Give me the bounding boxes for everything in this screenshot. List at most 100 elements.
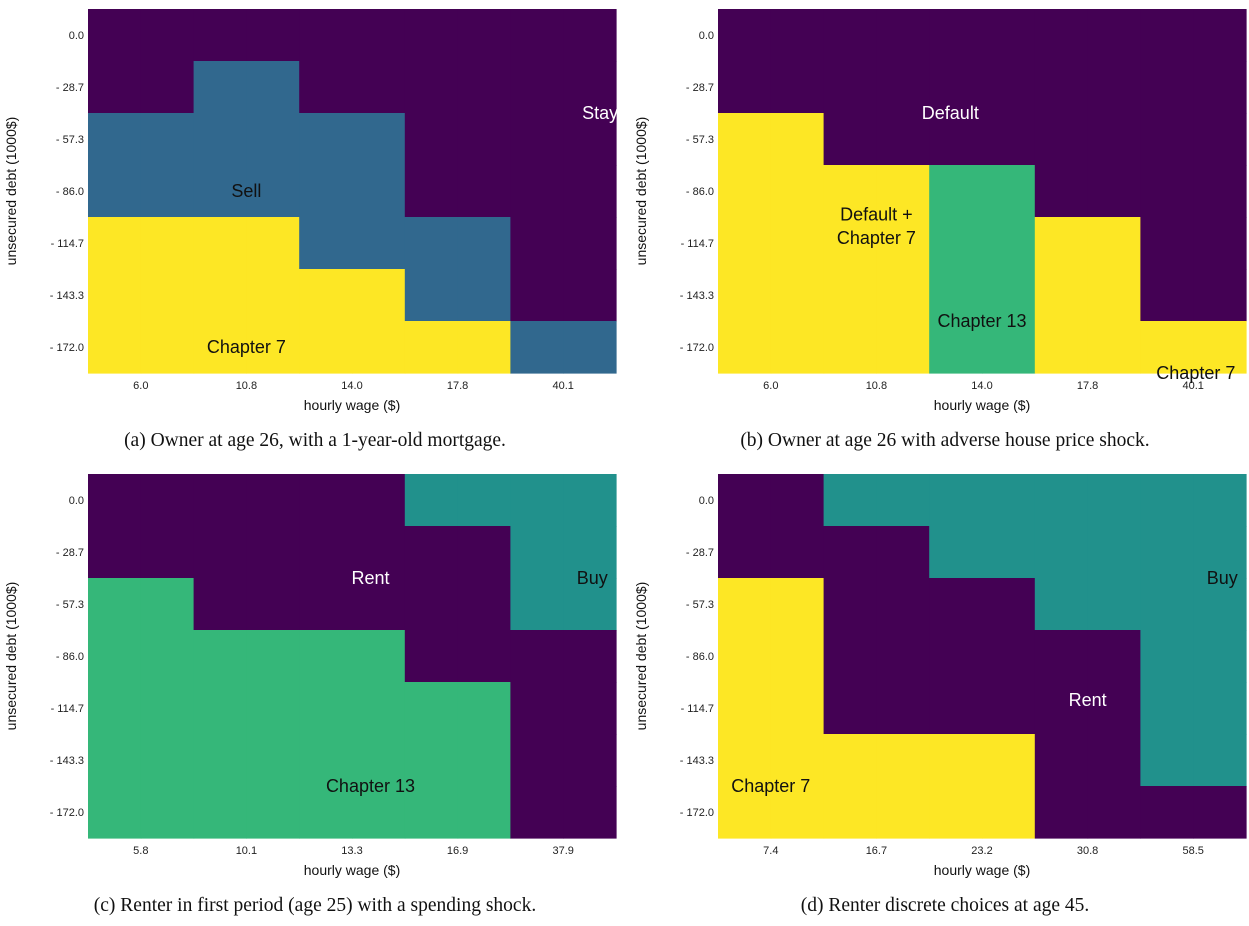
y-tick-label: - 28.7 xyxy=(56,547,84,559)
region-label: Chapter 7 xyxy=(837,228,916,248)
heatmap-cell xyxy=(299,113,353,166)
heatmap-cell xyxy=(770,786,825,839)
heatmap-cell xyxy=(1193,269,1247,322)
heatmap-cell xyxy=(823,165,877,218)
heatmap-cell xyxy=(718,578,772,631)
y-axis-label: unsecured debt (1000$) xyxy=(3,117,19,266)
heatmap-cell xyxy=(563,217,617,270)
heatmap-cell xyxy=(193,9,247,62)
y-tick-label: - 143.3 xyxy=(50,290,84,302)
x-tick-label: 40.1 xyxy=(552,380,573,392)
heatmap-cell xyxy=(982,630,1036,683)
heatmap-cell xyxy=(563,786,617,839)
heatmap-cell xyxy=(193,61,247,114)
heatmap-cell xyxy=(88,682,142,735)
x-tick-label: 16.7 xyxy=(866,845,887,857)
y-tick-label: - 172.0 xyxy=(50,807,84,819)
heatmap-cell xyxy=(510,113,564,166)
heatmap-cell xyxy=(1034,682,1089,735)
heatmap-cell xyxy=(457,682,511,735)
x-tick-label: 30.8 xyxy=(1077,845,1098,857)
heatmap-cell xyxy=(563,630,617,683)
x-tick-label: 10.8 xyxy=(236,380,257,392)
heatmap-cell xyxy=(404,786,459,839)
heatmap-cell xyxy=(1193,217,1247,270)
heatmap-cell xyxy=(246,61,300,114)
heatmap-cell xyxy=(1087,113,1141,166)
x-tick-label: 6.0 xyxy=(763,380,778,392)
heatmap-cell xyxy=(193,786,247,839)
heatmap-cell xyxy=(299,165,353,218)
heatmap-cell xyxy=(929,217,983,270)
heatmap-cell xyxy=(457,474,511,527)
x-tick-label: 7.4 xyxy=(763,845,778,857)
y-tick-label: - 28.7 xyxy=(686,547,714,559)
heatmap-cell xyxy=(140,9,195,62)
heatmap-cell xyxy=(982,734,1036,787)
y-tick-label: - 86.0 xyxy=(686,651,714,663)
heatmap-cell xyxy=(1034,578,1089,631)
heatmap-cell xyxy=(876,578,930,631)
y-tick-label: - 172.0 xyxy=(50,342,84,354)
heatmap-cell xyxy=(770,526,825,579)
heatmap-cell xyxy=(929,269,983,322)
y-tick-label: - 57.3 xyxy=(686,599,714,611)
heatmap-cell xyxy=(457,61,511,114)
heatmap-cell xyxy=(457,630,511,683)
y-tick-label: 0.0 xyxy=(699,495,714,507)
heatmap-cell xyxy=(876,526,930,579)
heatmap-cell xyxy=(246,578,300,631)
heatmap-cell xyxy=(193,321,247,374)
heatmap-cell xyxy=(823,578,877,631)
heatmap-cell xyxy=(1087,526,1141,579)
heatmap-cell xyxy=(1193,165,1247,218)
heatmap-cell xyxy=(457,217,511,270)
heatmap-cell xyxy=(404,630,459,683)
heatmap-cell xyxy=(193,734,247,787)
heatmap-cell xyxy=(510,9,564,62)
y-tick-label: - 114.7 xyxy=(51,238,84,250)
heatmap-cell xyxy=(929,734,983,787)
heatmap-cell xyxy=(823,786,877,839)
heatmap-cell xyxy=(1034,269,1089,322)
heatmap-cell xyxy=(982,61,1036,114)
heatmap-cell xyxy=(1140,734,1194,787)
heatmap-cell xyxy=(457,9,511,62)
heatmap-cell xyxy=(246,269,300,322)
heatmap-cell xyxy=(929,9,983,62)
heatmap-cell xyxy=(1193,578,1247,631)
x-tick-label: 13.3 xyxy=(341,845,362,857)
heatmap-cell xyxy=(510,734,564,787)
heatmap-cell xyxy=(140,321,195,374)
panel-caption: (b) Owner at age 26 with adverse house p… xyxy=(740,430,1149,451)
y-axis-label: unsecured debt (1000$) xyxy=(633,117,649,266)
heatmap-cell xyxy=(770,682,825,735)
heatmap-cell xyxy=(718,113,772,166)
heatmap-cell xyxy=(88,526,142,579)
heatmap-cell xyxy=(876,61,930,114)
heatmap-cell xyxy=(1034,61,1089,114)
heatmap-cell xyxy=(563,682,617,735)
heatmap-cell xyxy=(1034,786,1089,839)
heatmap-cell xyxy=(929,630,983,683)
heatmap-cell xyxy=(299,734,353,787)
region-label: Buy xyxy=(577,568,608,588)
heatmap-cell xyxy=(982,786,1036,839)
heatmap-cell xyxy=(457,786,511,839)
x-tick-label: 40.1 xyxy=(1182,380,1203,392)
heatmap-cell xyxy=(718,9,772,62)
heatmap-cell xyxy=(876,321,930,374)
heatmap-cell xyxy=(1034,113,1089,166)
heatmap-cell xyxy=(404,269,459,322)
heatmap-cell xyxy=(457,526,511,579)
heatmap-cell xyxy=(1034,526,1089,579)
heatmap-cell xyxy=(876,474,930,527)
x-axis-label: hourly wage ($) xyxy=(934,862,1031,878)
heatmap-cell xyxy=(1140,269,1194,322)
heatmap-cell xyxy=(1140,474,1194,527)
heatmap-cell xyxy=(140,526,195,579)
heatmap-cell xyxy=(246,113,300,166)
heatmap-cell xyxy=(457,113,511,166)
y-tick-label: - 57.3 xyxy=(686,134,714,146)
heatmap-cell xyxy=(352,526,406,579)
